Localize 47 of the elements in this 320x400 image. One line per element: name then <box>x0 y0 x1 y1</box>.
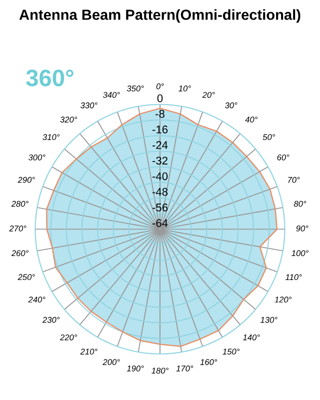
y-tick-label: -56 <box>152 204 168 212</box>
spoke-label: 40° <box>245 116 258 123</box>
spoke-label: 130° <box>260 316 278 323</box>
spoke-label: 100° <box>292 250 308 256</box>
spoke-label: 260° <box>11 250 28 256</box>
spoke-label: 350° <box>126 86 144 92</box>
spoke-label: 50° <box>262 134 276 140</box>
spoke-label: 0° <box>156 83 164 90</box>
spoke-label: 30° <box>224 102 238 108</box>
spoke-label: 160° <box>200 359 218 366</box>
spoke-label: 80° <box>294 200 306 207</box>
spoke-label: 150° <box>222 348 240 355</box>
spoke-label: 120° <box>274 296 292 303</box>
spoke-label: 270° <box>9 226 26 232</box>
spoke-label: 230° <box>42 316 60 323</box>
spoke-label: 250° <box>18 274 35 280</box>
spoke-label: 90° <box>296 226 308 232</box>
spoke-label: 60° <box>277 154 290 160</box>
spoke-label: 200° <box>102 359 120 366</box>
spoke-label: 340° <box>102 92 120 98</box>
spoke-label: 210° <box>80 348 98 355</box>
y-tick-label: -48 <box>152 188 168 196</box>
y-tick-label: -24 <box>152 141 168 149</box>
spoke-label: 320° <box>60 116 78 123</box>
spoke-label: 330° <box>80 102 98 108</box>
text: 360° <box>26 70 74 86</box>
y-tick-label: -64 <box>152 219 168 228</box>
spoke-label: 110° <box>285 274 302 280</box>
spoke-label: 300° <box>28 154 46 160</box>
spoke-label: 140° <box>242 334 260 340</box>
y-tick-label: -32 <box>152 156 168 165</box>
spoke-label: 180° <box>152 368 168 374</box>
spoke-label: 10° <box>178 86 191 92</box>
y-tick-label: -16 <box>152 126 168 134</box>
spoke-label: 290° <box>18 176 35 183</box>
y-tick-label: -40 <box>152 172 168 180</box>
spoke-label: 70° <box>288 176 300 183</box>
spoke-label: 220° <box>60 334 78 340</box>
spoke-label: 240° <box>28 296 46 303</box>
y-tick-label: -8 <box>156 110 164 118</box>
spoke-label: 310° <box>42 134 60 140</box>
spoke-label: 20° <box>202 92 215 98</box>
spoke-label: 170° <box>176 366 194 372</box>
spoke-label: 280° <box>11 200 28 207</box>
spoke-label: 190° <box>126 366 144 372</box>
y-tick-label: 0 <box>157 94 163 102</box>
chart-title: Antenna Beam Pattern(Omni-directional) <box>19 9 300 23</box>
